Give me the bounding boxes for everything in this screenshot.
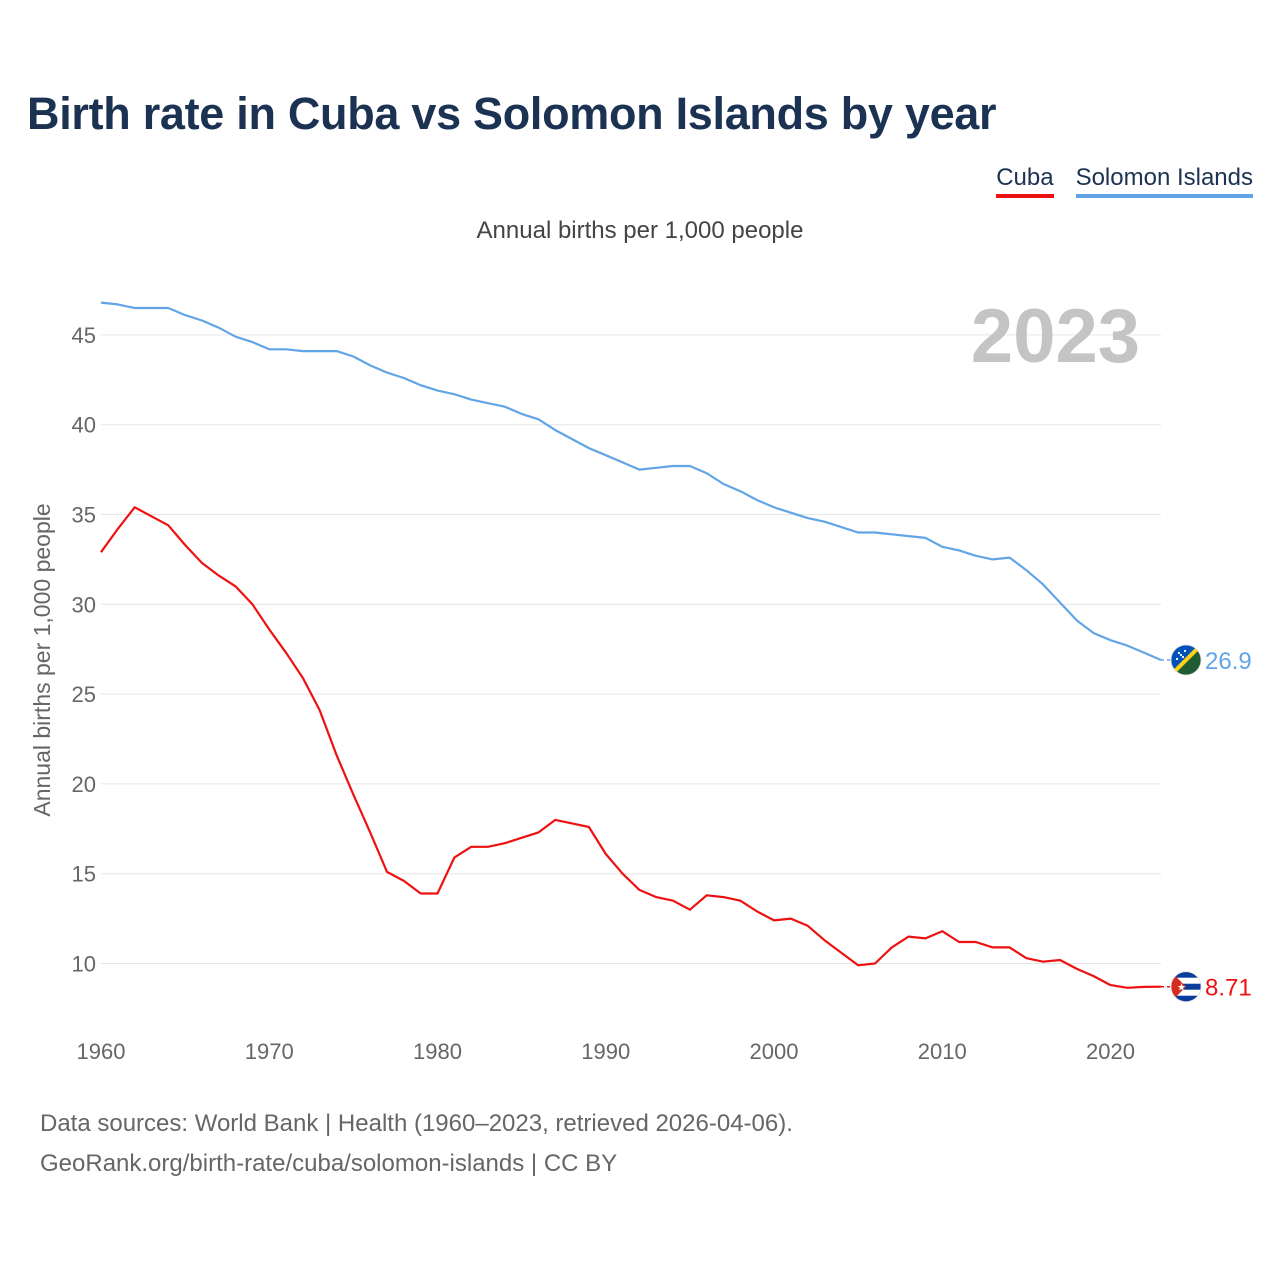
legend: Cuba Solomon Islands (996, 164, 1253, 198)
x-tick-label-1970: 1970 (245, 1039, 294, 1064)
x-tick-label-2010: 2010 (918, 1039, 967, 1064)
y-tick-label-35: 35 (72, 503, 96, 528)
y-tick-label-20: 20 (72, 772, 96, 797)
cuba-flag-icon: ★ (1171, 971, 1201, 1002)
y-tick-label-25: 25 (72, 682, 96, 707)
y-tick-label-10: 10 (72, 952, 96, 977)
footer: Data sources: World Bank | Health (1960–… (40, 1104, 793, 1184)
end-value-label-solomon-islands: 26.9 (1205, 648, 1252, 675)
flag-outline-solomon-islands (1170, 644, 1202, 676)
chart-subtitle: Annual births per 1,000 people (476, 217, 804, 244)
solomon-islands-flag-icon (1171, 645, 1201, 675)
flag-outline-cuba (1170, 971, 1202, 1003)
x-tick-label-1980: 1980 (413, 1039, 462, 1064)
y-tick-label-30: 30 (72, 592, 96, 617)
y-axis-label: Annual births per 1,000 people (29, 503, 55, 816)
legend-item-cuba[interactable]: Cuba (996, 164, 1054, 198)
series-line-cuba (100, 506, 1162, 989)
svg-text:★: ★ (1177, 983, 1186, 994)
end-value-label-cuba: 8.71 (1205, 975, 1252, 1002)
series-line-solomon-islands (100, 301, 1162, 662)
data-source-note: Data sources: World Bank | Health (1960–… (40, 1110, 793, 1137)
y-tick-label-15: 15 (72, 862, 96, 887)
x-tick-label-1990: 1990 (581, 1039, 630, 1064)
attribution-note: GeoRank.org/birth-rate/cuba/solomon-isla… (40, 1150, 618, 1177)
x-tick-label-2020: 2020 (1086, 1039, 1135, 1064)
x-tick-label-2000: 2000 (750, 1039, 799, 1064)
y-tick-label-40: 40 (72, 413, 96, 438)
x-tick-label-1960: 1960 (77, 1039, 126, 1064)
year-label: 2023 (971, 294, 1140, 379)
chart-title: Birth rate in Cuba vs Solomon Islands by… (27, 88, 997, 139)
y-tick-label-45: 45 (72, 323, 96, 348)
legend-item-solomon-islands[interactable]: Solomon Islands (1075, 164, 1253, 198)
